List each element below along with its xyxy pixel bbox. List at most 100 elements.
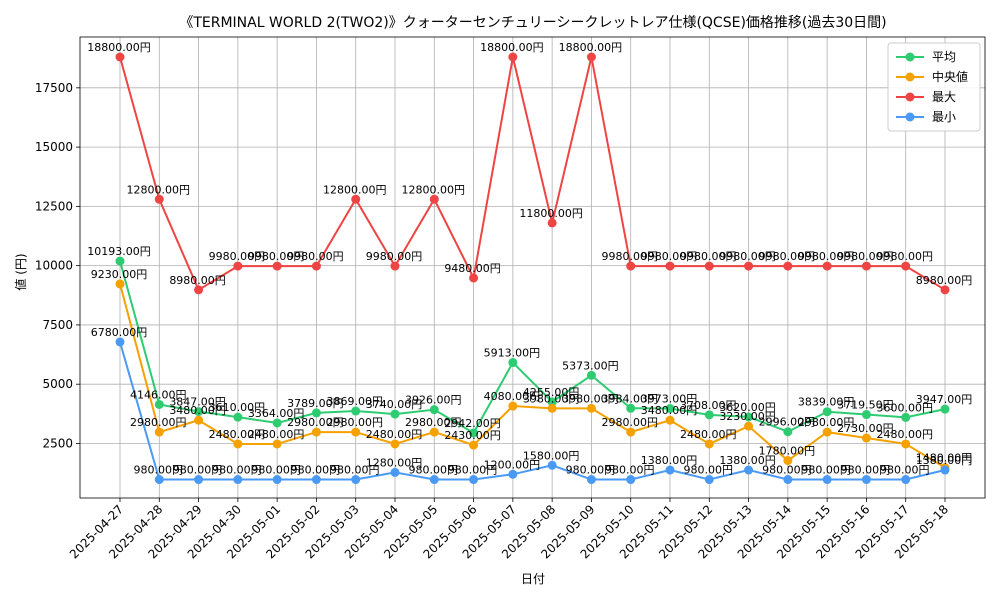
data-point	[429, 427, 439, 437]
y-tick-label: 7500	[42, 318, 73, 332]
data-point	[783, 427, 793, 437]
data-label: 980.00円	[134, 464, 184, 477]
data-point	[704, 261, 714, 271]
data-label: 980.00円	[880, 464, 930, 477]
data-point	[547, 403, 557, 413]
data-point	[115, 279, 125, 289]
data-label: 2996.00円	[759, 416, 816, 429]
data-point	[154, 427, 164, 437]
data-label: 1380.00円	[916, 454, 973, 467]
legend-swatch-marker	[905, 72, 915, 82]
data-label: 4080.00円	[484, 390, 541, 403]
data-point	[822, 261, 832, 271]
data-point	[626, 261, 636, 271]
data-label: 5373.00円	[562, 359, 619, 372]
data-label: 3847.00円	[169, 396, 226, 409]
data-point	[744, 261, 754, 271]
data-point	[469, 475, 479, 485]
data-point	[547, 460, 557, 470]
data-label: 3789.00円	[287, 397, 344, 410]
data-point	[508, 401, 518, 411]
data-label: 2980.00円	[405, 416, 462, 429]
data-point	[351, 427, 361, 437]
data-label: 9980.00円	[759, 250, 816, 263]
data-point	[351, 475, 361, 485]
data-label: 2480.00円	[366, 428, 423, 441]
data-label: 3984.00円	[601, 392, 658, 405]
data-label: 3610.00円	[209, 401, 266, 414]
y-tick-label: 10000	[35, 259, 73, 273]
data-label: 2480.00円	[248, 428, 305, 441]
data-point	[547, 397, 557, 407]
data-label: 980.00円	[330, 464, 380, 477]
data-label: 3364.00円	[248, 407, 305, 420]
data-point	[586, 52, 596, 62]
data-label: 1280.00円	[366, 456, 423, 469]
data-label: 9980.00円	[641, 250, 698, 263]
data-point	[665, 261, 675, 271]
data-point	[115, 337, 125, 347]
data-label: 9480.00円	[444, 262, 501, 275]
data-label: 3926.00円	[405, 394, 462, 407]
data-label: 3230.00円	[719, 410, 776, 423]
legend-label: 平均	[932, 50, 956, 64]
data-point	[390, 261, 400, 271]
data-point	[901, 475, 911, 485]
data-point	[233, 439, 243, 449]
data-label: 9980.00円	[248, 250, 305, 263]
series-line	[119, 283, 946, 469]
data-point	[861, 433, 871, 443]
data-label: 18800.00円	[559, 41, 623, 54]
data-point	[351, 194, 361, 204]
data-label: 6780.00円	[91, 326, 148, 339]
data-point	[311, 427, 321, 437]
data-point	[901, 439, 911, 449]
data-label: 9980.00円	[601, 250, 658, 263]
data-point	[626, 427, 636, 437]
data-label: 9980.00円	[798, 250, 855, 263]
data-label: 2480.00円	[876, 428, 933, 441]
data-point	[311, 408, 321, 418]
data-label: 2942.00円	[444, 417, 501, 430]
data-label: 1380.00円	[641, 454, 698, 467]
data-label: 11800.00円	[519, 207, 583, 220]
data-label: 10193.00円	[87, 245, 151, 258]
data-point	[351, 406, 361, 416]
data-label: 3980.00円	[523, 392, 580, 405]
data-label: 2730.00円	[837, 422, 894, 435]
data-point	[390, 409, 400, 419]
data-point	[154, 399, 164, 409]
data-point	[861, 261, 871, 271]
data-label: 4255.00円	[523, 386, 580, 399]
data-label: 3980.00円	[562, 392, 619, 405]
legend-label: 中央値	[932, 69, 968, 84]
data-point	[390, 439, 400, 449]
legend-box	[887, 42, 981, 132]
data-label: 3480.00円	[641, 404, 698, 417]
data-label: 980.00円	[409, 464, 459, 477]
data-point	[272, 475, 282, 485]
data-point	[508, 358, 518, 368]
axes-layer: 2025-04-272025-04-282025-04-292025-04-30…	[35, 36, 986, 561]
data-label: 3719.50円	[837, 399, 894, 412]
data-point	[861, 475, 871, 485]
data-label: 3620.00円	[719, 401, 776, 414]
data-label: 3480.00円	[169, 404, 226, 417]
data-point	[469, 273, 479, 283]
data-label: 8980.00円	[169, 274, 226, 287]
data-point	[469, 440, 479, 450]
legend-swatch-marker	[905, 92, 915, 102]
data-label: 2980.00円	[798, 416, 855, 429]
series-line	[119, 341, 946, 481]
data-point	[940, 465, 950, 475]
legend-label: 最大	[932, 90, 956, 104]
data-label: 3740.00円	[366, 398, 423, 411]
y-tick-label: 5000	[42, 377, 73, 391]
data-label: 9980.00円	[287, 250, 344, 263]
chart-title: 《TERMINAL WORLD 2(TWO2)》クォーターセンチュリーシークレッ…	[179, 15, 886, 31]
data-label: 9980.00円	[837, 250, 894, 263]
data-point	[744, 465, 754, 475]
data-label: 2980.00円	[601, 416, 658, 429]
series-3	[115, 337, 950, 485]
